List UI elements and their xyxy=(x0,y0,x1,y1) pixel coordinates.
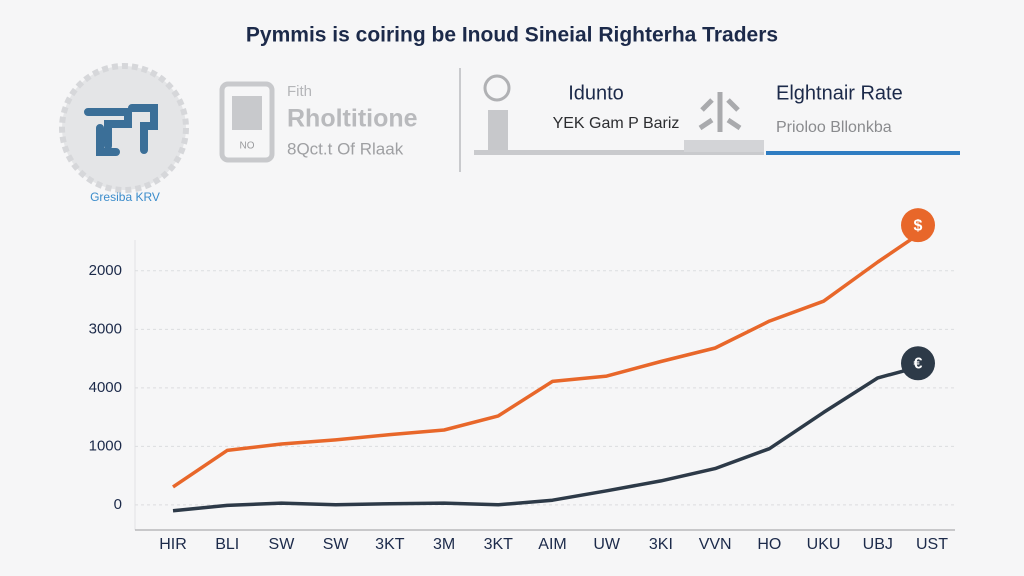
panel-sub: 8Qct.t Of Rlaak xyxy=(287,139,404,158)
y-tick-label: 2000 xyxy=(89,262,122,279)
x-tick-label: HIR xyxy=(159,536,187,553)
x-tick-label: 3M xyxy=(433,536,455,553)
end-marker-symbol: € xyxy=(914,355,923,372)
panel-heading: Idunto xyxy=(568,82,624,104)
title: Pymmis is coiring be Inoud Sineial Right… xyxy=(246,24,778,47)
panel-sub: YEK Gam P Bariz xyxy=(553,115,680,132)
panel-icon xyxy=(219,81,275,163)
x-tick-label: UBJ xyxy=(863,536,893,553)
badge-label: Gresiba KRV xyxy=(90,190,160,204)
badge-icon xyxy=(59,63,189,193)
panel-heading: Elghtnair Rate xyxy=(776,82,903,104)
x-tick-label: HO xyxy=(757,536,781,553)
x-tick-label: UST xyxy=(916,536,948,553)
data-line xyxy=(172,361,933,513)
x-tick-label: UW xyxy=(593,536,621,553)
panel-icon-text: NO xyxy=(240,141,255,152)
x-tick-label: VVN xyxy=(699,536,732,553)
x-tick-label: UKU xyxy=(807,536,841,553)
y-tick-label: 4000 xyxy=(89,379,122,396)
y-tick-label: 0 xyxy=(114,496,122,513)
panel-sub: Prioloo Bllonkba xyxy=(776,119,892,136)
end-marker xyxy=(901,346,935,381)
x-tick-label: 3KI xyxy=(649,536,673,553)
x-tick-label: 3KT xyxy=(375,536,405,553)
y-tick-label: 3000 xyxy=(89,320,122,337)
panel-icon xyxy=(474,74,764,155)
x-tick-label: AIM xyxy=(538,536,566,553)
end-marker xyxy=(901,208,935,243)
x-tick-label: SW xyxy=(269,536,296,553)
x-tick-label: 3KT xyxy=(484,536,514,553)
data-line xyxy=(172,223,933,489)
end-marker-symbol: $ xyxy=(914,217,923,234)
panel-heading: Rholtitione xyxy=(287,105,418,133)
x-tick-label: BLI xyxy=(215,536,239,553)
x-tick-label: SW xyxy=(323,536,350,553)
y-tick-label: 1000 xyxy=(89,437,122,454)
panel-small: Fith xyxy=(287,83,312,100)
